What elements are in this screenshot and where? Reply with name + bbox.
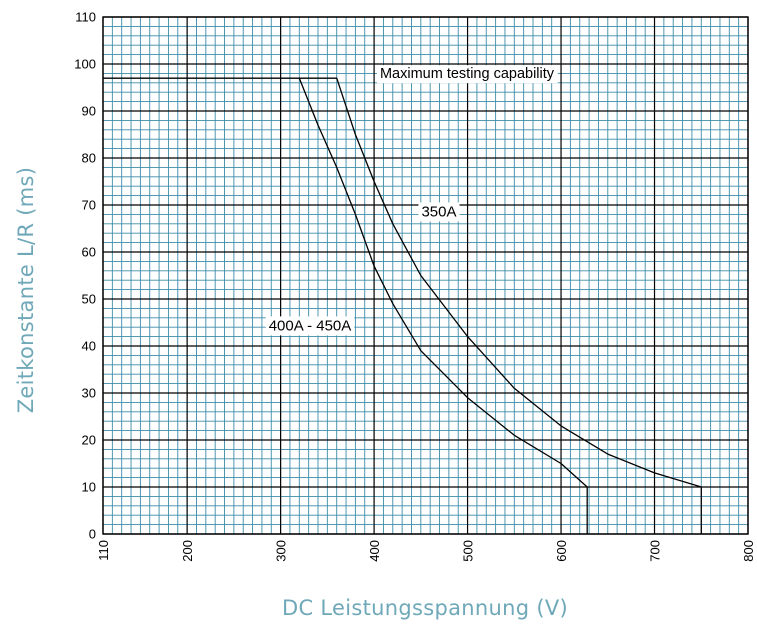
y-tick-label: 20 xyxy=(82,433,96,448)
series-line xyxy=(298,77,588,534)
x-tick-label: 110 xyxy=(96,540,111,561)
x-tick-label: 700 xyxy=(648,540,663,562)
x-tick-label: 400 xyxy=(367,540,382,562)
series-label: 350A xyxy=(421,203,456,220)
y-tick-label: 110 xyxy=(75,10,96,25)
y-tick-label: 50 xyxy=(82,292,96,307)
reference-line-label: Maximum testing capability xyxy=(380,66,555,82)
y-tick-label: 40 xyxy=(82,339,96,354)
y-tick-label: 80 xyxy=(82,151,96,166)
series-label: 400A - 450A xyxy=(269,317,352,334)
y-tick-label: 90 xyxy=(82,104,96,119)
x-tick-label: 600 xyxy=(554,540,569,562)
x-tick-label: 800 xyxy=(741,540,756,562)
y-tick-label: 0 xyxy=(89,527,96,542)
y-tick-label: 70 xyxy=(82,198,96,213)
plot-frame xyxy=(102,16,749,535)
series-line xyxy=(103,77,702,534)
y-tick-label: 60 xyxy=(82,245,96,260)
x-tick-label: 300 xyxy=(274,540,289,562)
y-axis-title-wrap: Zeitkonstante L/R (ms) xyxy=(0,0,50,625)
y-axis-title: Zeitkonstante L/R (ms) xyxy=(14,166,38,414)
x-tick-label: 500 xyxy=(461,540,476,562)
series-label-bg xyxy=(265,316,355,336)
x-tick-label: 200 xyxy=(180,540,195,562)
y-tick-label: 30 xyxy=(82,386,96,401)
series-label-bg xyxy=(418,202,460,222)
y-tick-label: 100 xyxy=(74,57,96,72)
reference-line-label-bg xyxy=(376,65,558,84)
x-axis-title: DC Leistungsspannung (V) xyxy=(282,596,568,620)
y-tick-label: 10 xyxy=(82,480,96,495)
